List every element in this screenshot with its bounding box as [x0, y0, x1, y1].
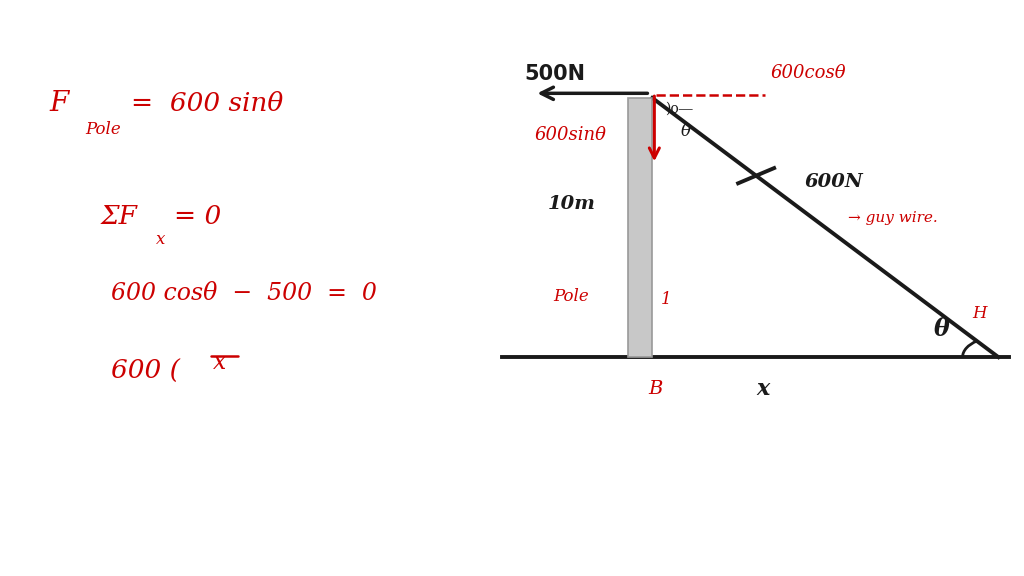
Text: x: x: [156, 230, 165, 248]
Text: )o―: )o―: [665, 101, 692, 115]
Bar: [628, 98, 652, 357]
Text: F: F: [49, 90, 69, 117]
Text: θ: θ: [934, 317, 950, 342]
Text: 500N: 500N: [524, 64, 586, 84]
Text: Pole: Pole: [554, 288, 589, 305]
Text: 600 cosθ  −  500  =  0: 600 cosθ − 500 = 0: [111, 282, 377, 305]
Text: x: x: [213, 351, 226, 374]
Text: 600N: 600N: [804, 173, 863, 191]
Text: 600 (: 600 (: [111, 359, 179, 384]
Text: 600sinθ: 600sinθ: [535, 126, 606, 145]
Text: 1: 1: [660, 291, 671, 308]
Text: = 0: = 0: [174, 203, 221, 229]
Text: =  600 sinθ: = 600 sinθ: [131, 91, 284, 116]
Text: x: x: [757, 378, 769, 400]
Text: Pole: Pole: [85, 121, 121, 138]
Text: 600cosθ: 600cosθ: [770, 64, 846, 82]
Text: θ: θ: [681, 123, 691, 141]
Text: B: B: [648, 380, 663, 398]
Text: 10m: 10m: [548, 195, 595, 214]
Text: H: H: [973, 305, 987, 323]
Text: ΣF: ΣF: [100, 203, 137, 229]
Text: → guy wire.: → guy wire.: [848, 211, 937, 225]
